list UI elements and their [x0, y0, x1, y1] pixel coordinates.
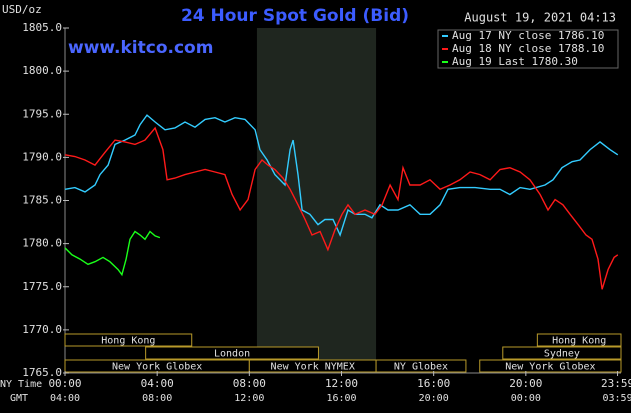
session-box: [375, 359, 467, 373]
y-axis-label: USD/oz: [2, 3, 42, 16]
y-tick-label: 1775.0: [22, 280, 62, 293]
y-tick-label: 1785.0: [22, 194, 62, 207]
legend-label: Aug 19 Last 1780.30: [452, 55, 578, 68]
legend-box: [437, 29, 619, 69]
x2-tick-label: 04:00: [50, 393, 80, 404]
y-tick-label: 1800.0: [22, 64, 62, 77]
session-box: [64, 333, 193, 347]
x-tick-label: 04:00: [141, 377, 174, 390]
session-label: Hong Kong: [552, 336, 606, 347]
x2-tick-label: 16:00: [326, 393, 356, 404]
x-tick-label: 08:00: [233, 377, 266, 390]
session-label: Sydney: [544, 349, 580, 360]
session-box: [145, 346, 319, 360]
x-tick-label: 20:00: [509, 377, 542, 390]
date-stamp: August 19, 2021 04:13: [464, 11, 616, 25]
x-tick-label: 16:00: [417, 377, 450, 390]
legend-label: Aug 18 NY close 1788.10: [452, 42, 604, 55]
y-tick-label: 1790.0: [22, 150, 62, 163]
y-tick-label: 1805.0: [22, 21, 62, 34]
series-line: [64, 114, 619, 237]
session-box: [536, 333, 622, 347]
session-label: Hong Kong: [101, 336, 155, 347]
series-line: [64, 230, 161, 277]
nymex-shade: [256, 28, 377, 373]
site-label: www.kitco.com: [68, 38, 213, 58]
session-label: New York Globex: [112, 362, 202, 373]
y-tick-label: 1765.0: [22, 366, 62, 379]
series-line: [64, 126, 619, 290]
session-box: [502, 346, 622, 360]
y-tick-label: 1770.0: [22, 323, 62, 336]
chart-title: 24 Hour Spot Gold (Bid): [181, 6, 409, 26]
y-tick-label: 1795.0: [22, 107, 62, 120]
x-tick-label: 12:00: [325, 377, 358, 390]
x2-tick-label: 20:00: [419, 393, 449, 404]
legend-label: Aug 17 NY close 1786.10: [452, 29, 604, 42]
x2-tick-label: 12:00: [234, 393, 264, 404]
x2-tick-label: 03:59: [602, 393, 631, 404]
x-tick-label: 23:59: [601, 377, 631, 390]
session-label: New York Globex: [505, 362, 595, 373]
x2-axis-label: GMT: [10, 393, 28, 404]
y-tick-label: 1780.0: [22, 237, 62, 250]
x-axis-label: NY Time: [0, 379, 42, 390]
x-tick-label: 00:00: [48, 377, 81, 390]
session-label: NY Globex: [394, 362, 448, 373]
session-box: [479, 359, 622, 373]
x2-tick-label: 08:00: [142, 393, 172, 404]
session-label: London: [214, 349, 250, 360]
x2-tick-label: 00:00: [511, 393, 541, 404]
session-label: New York NYMEX: [271, 362, 355, 373]
